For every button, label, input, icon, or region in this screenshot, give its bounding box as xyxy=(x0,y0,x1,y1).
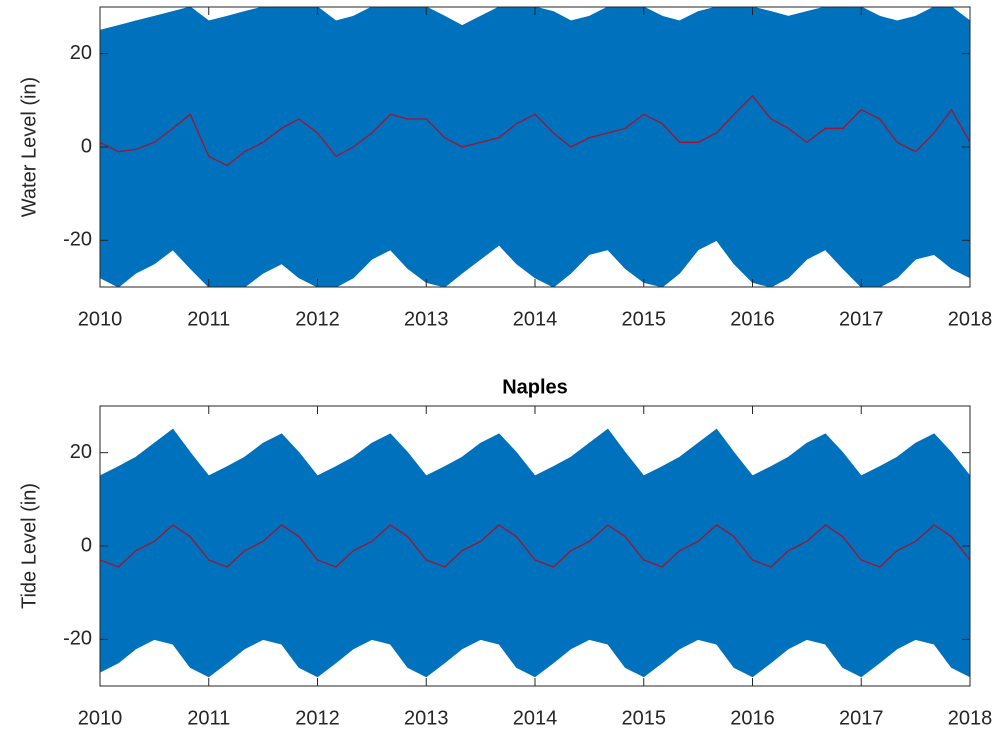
chart-title: Naples xyxy=(502,376,568,398)
y-axis-label: Tide Level (in) xyxy=(18,483,40,609)
data-band xyxy=(99,428,971,678)
x-tick-label: 2016 xyxy=(730,308,775,330)
x-tick-label: 2017 xyxy=(839,707,884,729)
x-tick-label: 2015 xyxy=(622,707,667,729)
y-tick-label: 0 xyxy=(81,135,92,157)
x-tick-label: 2011 xyxy=(187,707,230,729)
y-tick-label: 20 xyxy=(70,441,92,463)
data-band xyxy=(99,6,971,288)
x-tick-label: 2017 xyxy=(839,308,884,330)
y-axis-label: Water Level (in) xyxy=(18,77,40,217)
x-tick-label: 2013 xyxy=(404,707,449,729)
y-tick-label: 20 xyxy=(70,42,92,64)
x-tick-label: 2016 xyxy=(730,707,775,729)
x-tick-label: 2018 xyxy=(948,707,993,729)
x-tick-label: 2012 xyxy=(295,707,340,729)
x-tick-label: 2010 xyxy=(78,707,123,729)
y-tick-label: -20 xyxy=(63,628,92,650)
y-tick-label: 0 xyxy=(81,534,92,556)
data-line xyxy=(99,94,971,167)
x-tick-label: 2010 xyxy=(78,308,123,330)
x-tick-label: 2015 xyxy=(622,308,667,330)
data-line xyxy=(99,524,971,568)
x-tick-label: 2011 xyxy=(187,308,230,330)
y-tick-label: -20 xyxy=(63,229,92,251)
x-tick-label: 2012 xyxy=(295,308,340,330)
x-tick-label: 2018 xyxy=(948,308,993,330)
x-tick-label: 2014 xyxy=(513,308,558,330)
x-tick-label: 2014 xyxy=(513,707,558,729)
x-tick-label: 2013 xyxy=(404,308,449,330)
